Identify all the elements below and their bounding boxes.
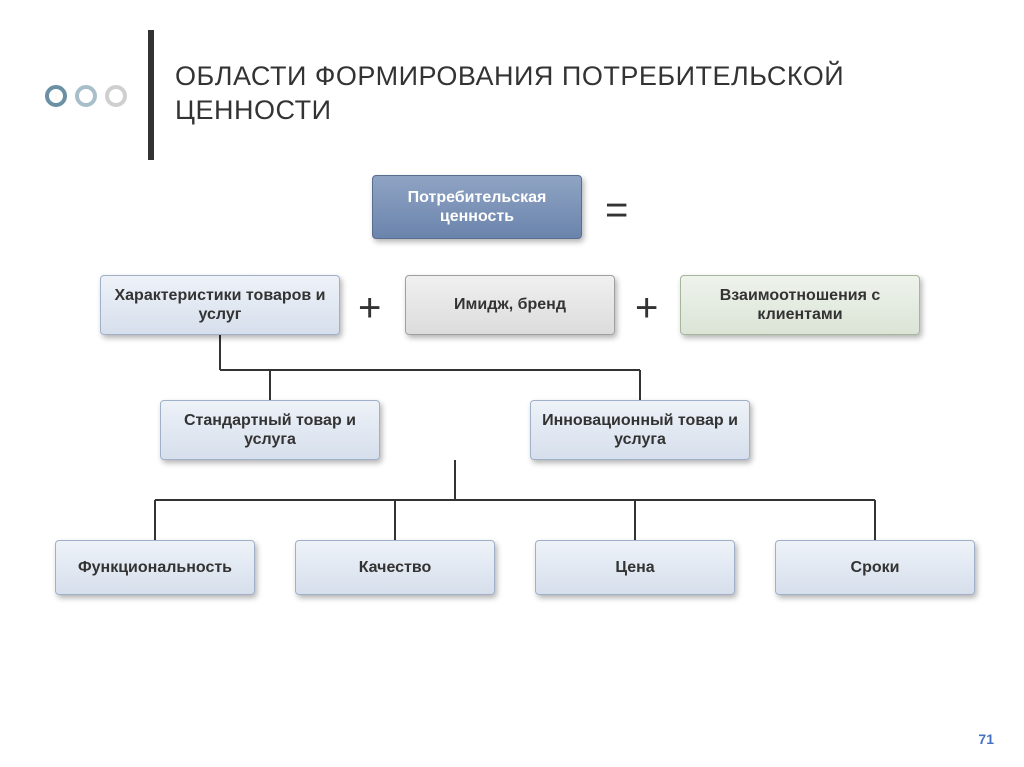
node-quality: Качество	[295, 540, 495, 595]
node-image-brand: Имидж, бренд	[405, 275, 615, 335]
node-consumer-value: Потребительская ценность	[372, 175, 582, 239]
plus-sign: +	[635, 286, 658, 331]
node-functionality: Функциональность	[55, 540, 255, 595]
node-standard: Стандартный товар и услуга	[160, 400, 380, 460]
node-time: Сроки	[775, 540, 975, 595]
equals-sign: =	[605, 188, 628, 233]
page-number: 71	[978, 731, 994, 747]
title-decoration	[45, 85, 127, 107]
node-characteristics: Характеристики товаров и услуг	[100, 275, 340, 335]
circle-icon	[105, 85, 127, 107]
page-title: ОБЛАСТИ ФОРМИРОВАНИЯ ПОТРЕБИТЕЛЬСКОЙ ЦЕН…	[175, 60, 955, 128]
circle-icon	[45, 85, 67, 107]
node-price: Цена	[535, 540, 735, 595]
node-innovation: Инновационный товар и услуга	[530, 400, 750, 460]
circle-icon	[75, 85, 97, 107]
plus-sign: +	[358, 286, 381, 331]
title-bar	[148, 30, 154, 160]
node-relations: Взаимоотношения с клиентами	[680, 275, 920, 335]
